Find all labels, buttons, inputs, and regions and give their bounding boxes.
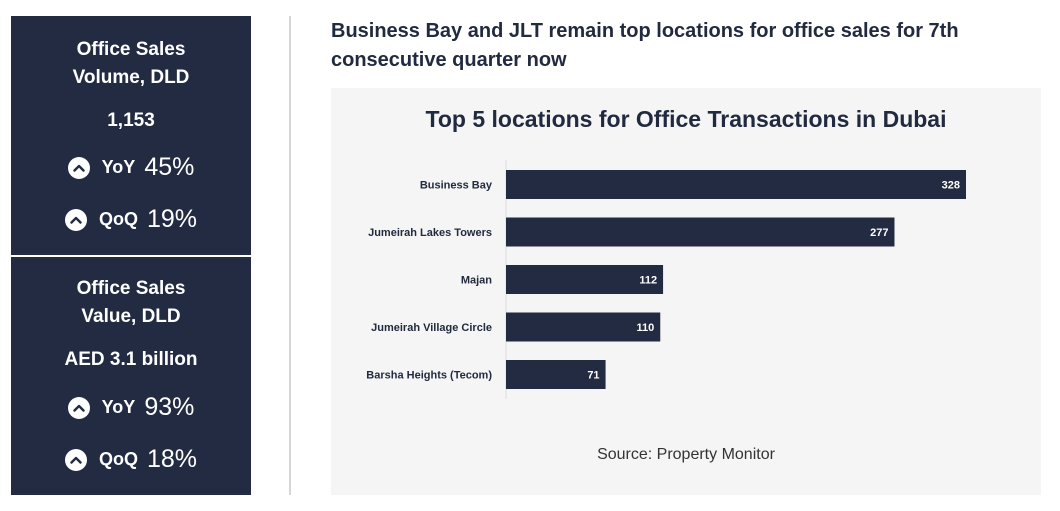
category-label: Jumeirah Lakes Towers [368,227,492,239]
volume-yoy-label: YoY [101,157,136,177]
bar [506,217,895,247]
chevron-up-icon [64,448,87,471]
headline-line1: Business Bay and JLT remain top location… [331,20,959,42]
volume-yoy-value: 45% [144,153,195,181]
value-label: 112 [639,275,657,287]
volume-title-line1: Office Sales [76,39,186,60]
value-title-line1: Office Sales [76,278,186,299]
bar [506,265,664,294]
bar [506,360,606,389]
value-label: 71 [587,370,599,382]
chevron-up-icon [64,208,87,231]
volume-title-line2: Volume, DLD [72,67,190,88]
category-label: Majan [461,275,492,287]
value-qoq-label: QoQ [98,449,138,469]
volume-qoq-value: 19% [146,205,198,233]
chevron-up-icon [67,156,90,179]
vertical-divider [289,16,291,495]
volume-panel-title: Office Sales Volume, DLD [11,36,251,92]
bar [506,170,966,199]
category-label: Business Bay [420,180,493,192]
value-panel-title: Office Sales Value, DLD [11,275,251,331]
value-yoy-metric: YoY 93% [11,393,251,422]
chevron-up-icon [67,396,90,419]
volume-yoy-metric: YoY 45% [11,153,251,182]
chart-source: Source: Property Monitor [597,446,775,463]
volume-qoq-label: QoQ [98,209,138,229]
office-sales-volume-panel: Office Sales Volume, DLD 1,153 YoY 45% Q… [11,16,251,255]
value-label: 110 [637,322,655,334]
value-qoq-metric: QoQ 18% [11,445,251,474]
chart-title: Top 5 locations for Office Transactions … [425,106,947,132]
category-label: Barsha Heights (Tecom) [366,370,492,382]
volume-qoq-metric: QoQ 19% [11,205,251,234]
value-qoq-value: 18% [146,445,198,473]
bar-chart: Business Bay 328 Jumeirah Lakes Towers 277 M… [366,160,966,399]
bar [506,312,661,342]
value-yoy-label: YoY [101,397,136,417]
category-label: Jumeirah Village Circle [371,322,492,334]
chart-panel: Top 5 locations for Office Transactions … [331,88,1041,495]
volume-value: 1,153 [107,110,155,131]
value-yoy-value: 93% [144,393,195,421]
value-value: AED 3.1 billion [64,349,198,370]
value-label: 277 [870,227,888,239]
value-label: 328 [942,180,960,192]
headline: Business Bay and JLT remain top location… [331,17,1031,75]
value-title-line2: Value, DLD [81,306,181,327]
headline-line2: consecutive quarter now [331,49,567,71]
office-sales-value-panel: Office Sales Value, DLD AED 3.1 billion … [11,257,251,495]
